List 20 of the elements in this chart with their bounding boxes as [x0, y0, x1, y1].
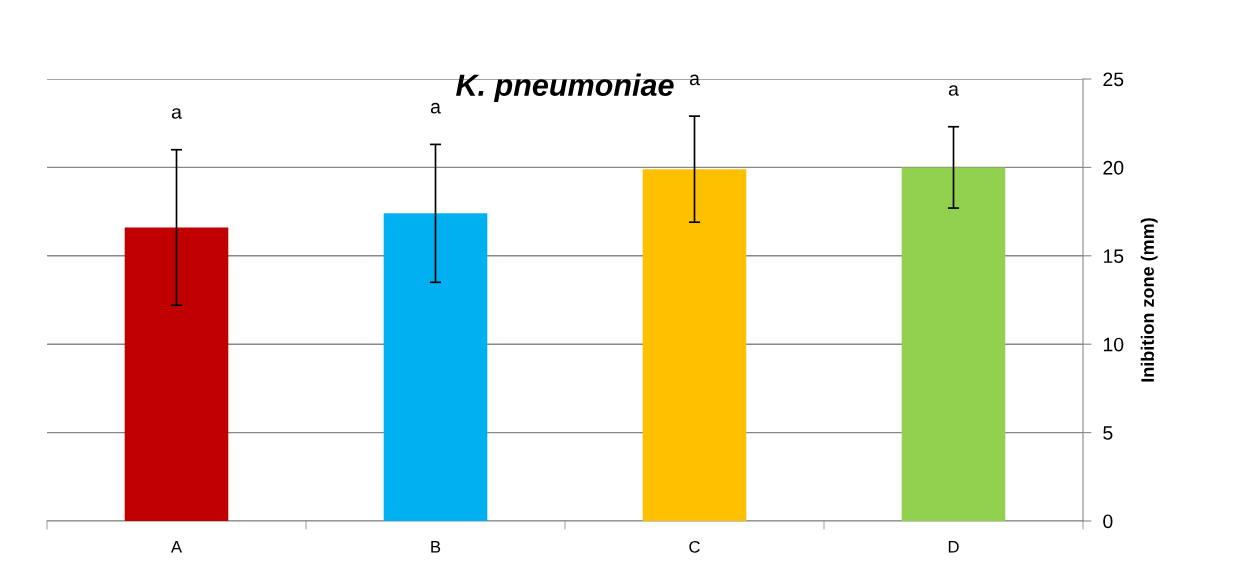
y-tick-label: 10	[1103, 337, 1124, 352]
x-tick-label: C	[689, 540, 700, 553]
bar	[124, 227, 229, 521]
y-axis-title: Inibition zone (mm)	[1140, 218, 1158, 382]
x-tick-label: B	[431, 541, 441, 553]
y-tick-label: 0	[1103, 514, 1113, 529]
y-tick-label: 5	[1103, 426, 1113, 440]
x-tick-label: D	[948, 541, 959, 553]
x-tick-label: A	[170, 541, 183, 553]
annotation: a	[689, 74, 700, 86]
y-tick-label: 20	[1103, 160, 1124, 175]
annotation: a	[430, 102, 441, 114]
y-tick-label: 15	[1103, 249, 1124, 264]
bar	[642, 169, 747, 521]
annotation: a	[948, 85, 959, 96]
annotation: a	[171, 108, 182, 119]
bar	[383, 213, 488, 521]
bar	[901, 167, 1006, 521]
chart-title: K. pneumoniae	[456, 73, 674, 103]
y-tick-label: 25	[1103, 72, 1124, 87]
